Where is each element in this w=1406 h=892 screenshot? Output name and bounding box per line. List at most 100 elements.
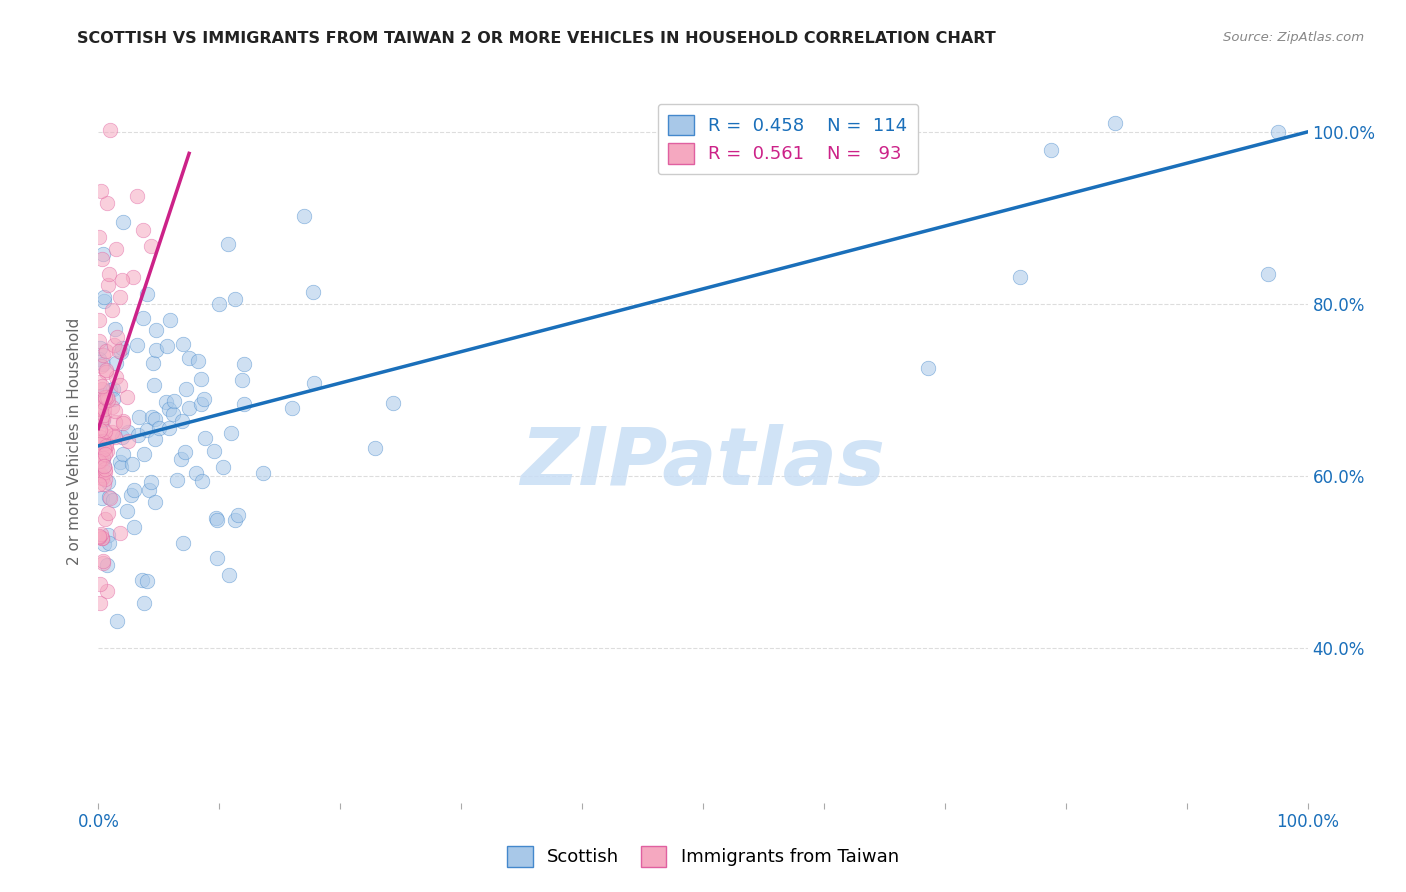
- Point: [141, 409, 163, 424]
- Point: [97, 267, 120, 281]
- Point: [135, 574, 157, 588]
- Point: [89, 230, 111, 244]
- Legend: R =  0.458    N =  114, R =  0.561    N =   93: R = 0.458 N = 114, R = 0.561 N = 93: [658, 103, 918, 174]
- Point: [108, 378, 131, 392]
- Point: [89, 341, 111, 355]
- Point: [1040, 144, 1063, 158]
- Point: [89, 430, 111, 444]
- Point: [91, 388, 114, 402]
- Point: [93, 442, 115, 456]
- Point: [170, 414, 193, 428]
- Point: [89, 423, 111, 437]
- Point: [108, 344, 131, 359]
- Point: [94, 462, 117, 476]
- Point: [87, 434, 110, 449]
- Point: [232, 357, 254, 371]
- Point: [98, 384, 121, 398]
- Point: [205, 511, 228, 525]
- Point: [108, 455, 131, 469]
- Point: [97, 475, 120, 489]
- Point: [212, 460, 235, 475]
- Point: [131, 574, 153, 588]
- Point: [162, 394, 184, 409]
- Point: [1010, 270, 1032, 285]
- Point: [90, 453, 112, 467]
- Point: [170, 452, 193, 467]
- Point: [110, 459, 132, 474]
- Point: [143, 495, 166, 509]
- Point: [96, 584, 118, 599]
- Point: [108, 290, 131, 304]
- Point: [105, 356, 128, 370]
- Point: [93, 290, 115, 304]
- Point: [89, 313, 111, 327]
- Point: [101, 425, 124, 440]
- Point: [139, 475, 162, 489]
- Point: [89, 456, 111, 470]
- Point: [193, 392, 215, 407]
- Point: [94, 390, 117, 404]
- Point: [90, 527, 112, 541]
- Point: [91, 413, 114, 427]
- Point: [91, 554, 114, 568]
- Point: [93, 447, 115, 461]
- Point: [91, 471, 114, 485]
- Point: [139, 239, 162, 253]
- Point: [104, 321, 127, 335]
- Point: [218, 568, 240, 582]
- Point: [93, 409, 115, 423]
- Point: [1257, 267, 1279, 281]
- Point: [93, 427, 115, 442]
- Point: [110, 345, 132, 359]
- Point: [94, 512, 117, 526]
- Point: [111, 416, 134, 430]
- Text: Source: ZipAtlas.com: Source: ZipAtlas.com: [1223, 31, 1364, 45]
- Point: [89, 596, 111, 610]
- Point: [94, 365, 117, 379]
- Point: [100, 401, 122, 415]
- Point: [90, 390, 112, 404]
- Point: [155, 395, 177, 409]
- Point: [125, 338, 148, 352]
- Point: [93, 466, 115, 480]
- Point: [136, 287, 159, 301]
- Point: [94, 439, 117, 453]
- Point: [821, 116, 844, 130]
- Point: [302, 285, 325, 299]
- Point: [91, 412, 114, 426]
- Point: [91, 531, 114, 545]
- Point: [104, 370, 127, 384]
- Point: [94, 472, 117, 486]
- Point: [100, 123, 122, 137]
- Point: [172, 535, 194, 549]
- Point: [191, 474, 214, 488]
- Point: [174, 383, 197, 397]
- Point: [103, 337, 125, 351]
- Point: [111, 273, 134, 287]
- Point: [202, 444, 225, 458]
- Point: [155, 339, 177, 353]
- Point: [97, 527, 120, 541]
- Point: [90, 359, 112, 373]
- Point: [125, 189, 148, 203]
- Y-axis label: 2 or more Vehicles in Household: 2 or more Vehicles in Household: [67, 318, 83, 566]
- Point: [127, 428, 149, 442]
- Point: [132, 596, 155, 610]
- Point: [105, 330, 128, 344]
- Point: [292, 209, 315, 223]
- Point: [87, 529, 110, 543]
- Point: [89, 577, 111, 591]
- Point: [132, 311, 155, 326]
- Point: [96, 196, 118, 211]
- Point: [179, 401, 201, 416]
- Point: [91, 357, 114, 371]
- Point: [94, 391, 117, 405]
- Point: [89, 477, 111, 491]
- Point: [117, 504, 139, 518]
- Point: [143, 378, 166, 392]
- Point: [231, 373, 253, 387]
- Point: [91, 412, 114, 426]
- Point: [302, 376, 325, 391]
- Point: [93, 459, 115, 474]
- Point: [145, 432, 167, 446]
